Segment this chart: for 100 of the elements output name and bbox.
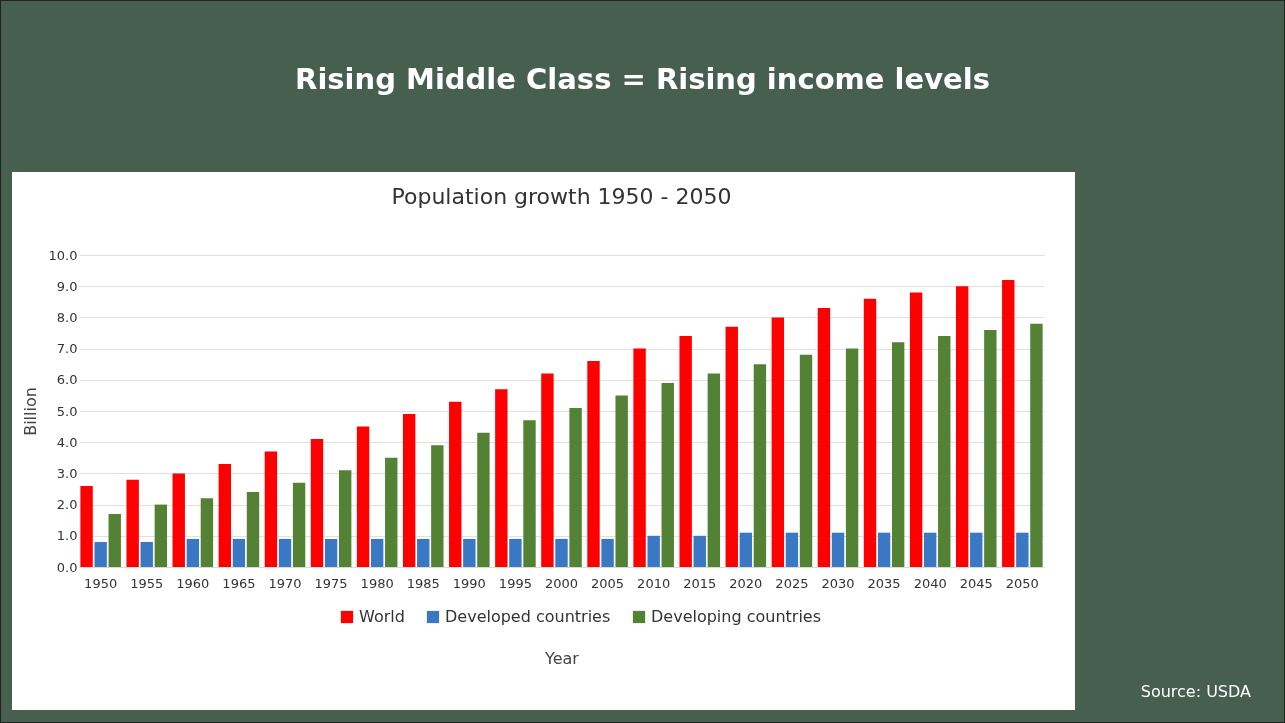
bar [80, 485, 93, 567]
bar [140, 542, 153, 567]
x-tick-label: 1980 [360, 575, 394, 591]
bar [172, 473, 185, 567]
x-tick-label: 2030 [821, 575, 855, 591]
bar [938, 336, 951, 567]
bar [587, 361, 600, 567]
bar [891, 342, 905, 567]
bar [831, 532, 845, 567]
y-axis-title: Billion [20, 387, 40, 436]
legend-label: Developed countries [445, 607, 611, 626]
y-tick-label: 7.0 [56, 341, 78, 357]
bar [909, 292, 923, 567]
bar [739, 532, 753, 567]
bar [799, 354, 813, 567]
y-tick-label: 5.0 [56, 403, 78, 419]
bar [771, 317, 785, 567]
bar [725, 326, 738, 567]
bar [679, 336, 692, 567]
x-tick-label: 2050 [1005, 575, 1039, 591]
y-tick-label: 0.0 [56, 559, 78, 575]
y-tick-label: 3.0 [56, 465, 78, 481]
x-axis-title: Year [544, 648, 580, 668]
bar [200, 498, 214, 567]
bar [278, 538, 292, 567]
x-tick-label: 2020 [729, 575, 763, 591]
bar [785, 532, 799, 567]
y-tick-label: 1.0 [56, 528, 78, 544]
x-tick-label: 1965 [222, 575, 256, 591]
bar [402, 414, 416, 567]
bar [126, 479, 139, 567]
x-tick-label: 1985 [406, 575, 440, 591]
bar [477, 432, 490, 567]
bar [324, 538, 338, 567]
bar [1030, 323, 1043, 567]
y-tick-label: 4.0 [56, 434, 78, 450]
bar [356, 426, 370, 567]
legend-label: Developing countries [651, 607, 822, 626]
bar [218, 464, 232, 567]
chart-subtitle: Population growth 1950 - 2050 [391, 184, 732, 209]
bar [264, 451, 278, 567]
bar [693, 535, 706, 567]
bar [877, 532, 891, 567]
x-tick-label: 2000 [544, 575, 579, 591]
bar [246, 492, 260, 567]
bar [541, 373, 554, 567]
bar [707, 373, 721, 567]
y-tick-label: 9.0 [56, 278, 78, 294]
bar [232, 538, 246, 567]
y-tick-label: 8.0 [56, 309, 78, 325]
bar [385, 457, 398, 567]
bar [495, 389, 508, 567]
y-tick-label: 2.0 [56, 497, 78, 513]
bar [94, 542, 107, 567]
bar [647, 535, 660, 567]
bar [569, 407, 582, 567]
x-tick-label: 2015 [683, 575, 717, 591]
chart-title: Rising Middle Class = Rising income levels [294, 62, 991, 96]
y-tick-label: 10.0 [48, 247, 78, 263]
legend-label: World [359, 607, 405, 626]
bar [154, 504, 168, 567]
bar [601, 538, 614, 567]
bar [1016, 532, 1029, 567]
bar [753, 364, 767, 567]
bar [523, 420, 536, 567]
x-tick-label: 2025 [775, 575, 809, 591]
bar [661, 382, 674, 567]
bar [108, 513, 121, 567]
bar [970, 532, 983, 567]
bar [955, 286, 969, 567]
x-tick-label: 1970 [268, 575, 302, 591]
bar [449, 401, 462, 567]
x-tick-label: 2045 [959, 575, 993, 591]
bar [292, 482, 306, 567]
bar [1002, 279, 1015, 567]
bar [431, 445, 444, 567]
bar [615, 395, 628, 567]
x-tick-label: 2010 [637, 575, 671, 591]
bar [310, 439, 324, 567]
bar [186, 538, 200, 567]
x-tick-label: 1960 [176, 575, 210, 591]
x-tick-label: 1975 [314, 575, 348, 591]
bar [463, 538, 476, 567]
bar [338, 470, 352, 567]
source-note: Source: USDA [1140, 682, 1251, 701]
bar [845, 348, 859, 567]
bar [417, 538, 430, 567]
x-tick-label: 1995 [498, 575, 532, 591]
bar [923, 532, 937, 567]
bar [984, 329, 997, 567]
x-tick-label: 2035 [867, 575, 901, 591]
x-tick-label: 2040 [913, 575, 947, 591]
bar [370, 538, 384, 567]
bar [509, 538, 522, 567]
x-tick-label: 1990 [452, 575, 486, 591]
x-tick-label: 1955 [130, 575, 164, 591]
x-tick-label: 2005 [591, 575, 625, 591]
bar [633, 348, 646, 567]
bar [555, 538, 568, 567]
bar [817, 308, 831, 567]
